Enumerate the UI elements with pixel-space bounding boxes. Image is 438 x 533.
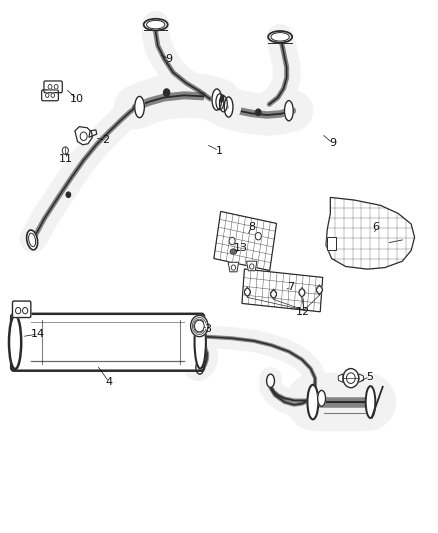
- Ellipse shape: [216, 94, 224, 110]
- Ellipse shape: [268, 31, 292, 43]
- Circle shape: [316, 286, 322, 294]
- Circle shape: [343, 368, 359, 387]
- FancyBboxPatch shape: [44, 81, 62, 93]
- Text: 6: 6: [373, 222, 380, 232]
- Text: 2: 2: [102, 135, 109, 145]
- Text: 3: 3: [205, 324, 212, 334]
- Circle shape: [66, 192, 71, 197]
- Ellipse shape: [27, 230, 38, 250]
- Ellipse shape: [212, 89, 222, 110]
- Ellipse shape: [194, 316, 206, 368]
- Ellipse shape: [230, 249, 237, 254]
- Polygon shape: [326, 197, 415, 269]
- Polygon shape: [75, 127, 92, 145]
- Circle shape: [231, 265, 236, 270]
- FancyBboxPatch shape: [42, 90, 58, 101]
- Circle shape: [22, 308, 28, 314]
- Polygon shape: [359, 374, 364, 382]
- Text: 13: 13: [234, 244, 248, 253]
- Circle shape: [163, 89, 170, 96]
- Circle shape: [194, 320, 204, 332]
- Ellipse shape: [144, 19, 168, 30]
- Polygon shape: [228, 262, 239, 272]
- Text: 12: 12: [296, 306, 311, 317]
- Circle shape: [80, 132, 87, 141]
- Circle shape: [244, 288, 251, 296]
- Text: 4: 4: [106, 377, 113, 387]
- Circle shape: [48, 84, 52, 89]
- Ellipse shape: [318, 390, 325, 406]
- Polygon shape: [89, 130, 97, 138]
- FancyBboxPatch shape: [11, 314, 204, 370]
- Ellipse shape: [366, 386, 375, 418]
- Circle shape: [15, 308, 21, 314]
- Ellipse shape: [135, 96, 145, 118]
- Text: 5: 5: [366, 372, 373, 382]
- Polygon shape: [242, 269, 323, 312]
- Text: 7: 7: [287, 282, 295, 292]
- Ellipse shape: [224, 97, 233, 117]
- Circle shape: [229, 237, 235, 245]
- Polygon shape: [327, 237, 336, 250]
- Polygon shape: [247, 261, 257, 271]
- Circle shape: [62, 147, 68, 155]
- FancyBboxPatch shape: [12, 301, 31, 318]
- Polygon shape: [214, 212, 276, 271]
- Text: 14: 14: [31, 329, 45, 339]
- Text: 11: 11: [59, 154, 73, 164]
- Ellipse shape: [307, 385, 318, 419]
- Ellipse shape: [196, 361, 204, 374]
- Ellipse shape: [285, 101, 293, 121]
- Ellipse shape: [232, 250, 235, 253]
- Circle shape: [255, 232, 261, 240]
- Text: 8: 8: [248, 222, 255, 232]
- Circle shape: [250, 264, 254, 269]
- Circle shape: [46, 93, 49, 98]
- Text: 9: 9: [165, 54, 172, 64]
- Circle shape: [256, 109, 261, 116]
- Ellipse shape: [219, 96, 227, 112]
- Text: 1: 1: [215, 146, 223, 156]
- Circle shape: [54, 84, 58, 89]
- Circle shape: [299, 289, 305, 296]
- Circle shape: [51, 93, 54, 98]
- Text: 9: 9: [329, 138, 336, 148]
- Circle shape: [346, 373, 355, 383]
- Polygon shape: [338, 374, 343, 382]
- Ellipse shape: [267, 374, 275, 387]
- Circle shape: [191, 316, 208, 337]
- Circle shape: [271, 290, 277, 298]
- Text: 10: 10: [70, 94, 84, 104]
- Ellipse shape: [9, 316, 21, 369]
